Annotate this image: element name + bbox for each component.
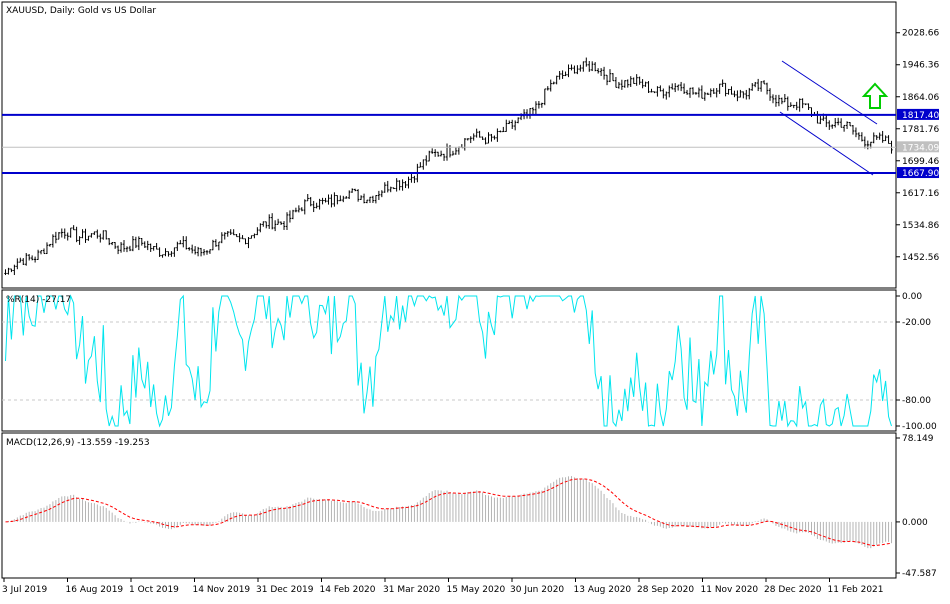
wr-panel-frame <box>1 289 897 432</box>
time-tick-label: 28 Sep 2020 <box>637 585 694 595</box>
macd-axis: 78.149 0.000 -47.587 <box>896 434 937 579</box>
time-tick-label: 28 Dec 2020 <box>764 585 822 595</box>
time-tick-label: 3 Jul 2019 <box>2 585 47 595</box>
price-panel-frame <box>1 1 897 289</box>
channel-lower-line <box>779 111 874 176</box>
macd-signal-line <box>5 478 892 547</box>
wr-tick-label: 0.00 <box>902 292 922 302</box>
wr-tick-label: -20.00 <box>902 318 931 328</box>
chart-title: XAUUSD, Daily: Gold vs US Dollar <box>6 6 156 16</box>
price-tick-label: 1781.76 <box>902 125 939 135</box>
wr-line <box>5 294 892 428</box>
current-price-tag-label: 1734.09 <box>902 143 939 153</box>
price-tick-label: 1452.56 <box>902 253 939 263</box>
resistance-tag-label: 1817.40 <box>902 111 939 121</box>
macd-title: MACD(12,26,9) -13.559 -19.253 <box>6 438 150 448</box>
time-tick-label: 31 Dec 2019 <box>256 585 314 595</box>
support-tag <box>897 167 939 179</box>
time-tick-label: 13 Aug 2020 <box>574 585 632 595</box>
price-tick-label: 1864.06 <box>902 93 939 103</box>
resistance-tag <box>897 108 939 120</box>
current-price-tag <box>897 141 939 153</box>
price-tick-label: 2028.66 <box>902 29 939 39</box>
up-arrow-icon <box>861 82 889 109</box>
time-tick-label: 31 Mar 2020 <box>383 585 440 595</box>
candles <box>4 57 893 276</box>
price-tick-label: 1617.16 <box>902 189 939 199</box>
time-tick-label: 15 May 2020 <box>447 585 506 595</box>
time-tick-label: 30 Jun 2020 <box>510 585 564 595</box>
macd-tick-label: 0.000 <box>902 518 928 528</box>
macd-panel-frame <box>1 432 897 579</box>
time-tick-label: 11 Nov 2020 <box>701 585 759 595</box>
macd-tick-label: 78.149 <box>902 434 934 444</box>
wr-title: %R(14) -27.17 <box>6 295 71 305</box>
time-tick-label: 14 Nov 2019 <box>193 585 251 595</box>
price-tick-label: 1946.36 <box>902 61 939 71</box>
time-axis: 3 Jul 2019 16 Aug 2019 1 Oct 2019 14 Nov 20… <box>2 578 884 595</box>
time-tick-label: 14 Feb 2020 <box>320 585 376 595</box>
macd-tick-label: -47.587 <box>902 569 937 579</box>
price-tick-label: 1699.46 <box>902 157 939 167</box>
time-tick-label: 16 Aug 2019 <box>66 585 124 595</box>
wr-tick-label: -80.00 <box>902 396 931 406</box>
price-tick-label: 1534.86 <box>902 221 939 231</box>
macd-histogram <box>7 476 893 549</box>
time-tick-label: 11 Feb 2021 <box>828 585 884 595</box>
wr-tick-label: -100.00 <box>902 422 937 432</box>
price-axis: 2028.66 1946.36 1864.06 1781.76 1699.46 1617.… <box>896 29 939 263</box>
wr-axis: 0.00 -20.00 -80.00 -100.00 <box>896 292 937 432</box>
support-tag-label: 1667.90 <box>902 169 939 179</box>
time-tick-label: 1 Oct 2019 <box>129 585 179 595</box>
channel-upper-line <box>781 60 878 125</box>
